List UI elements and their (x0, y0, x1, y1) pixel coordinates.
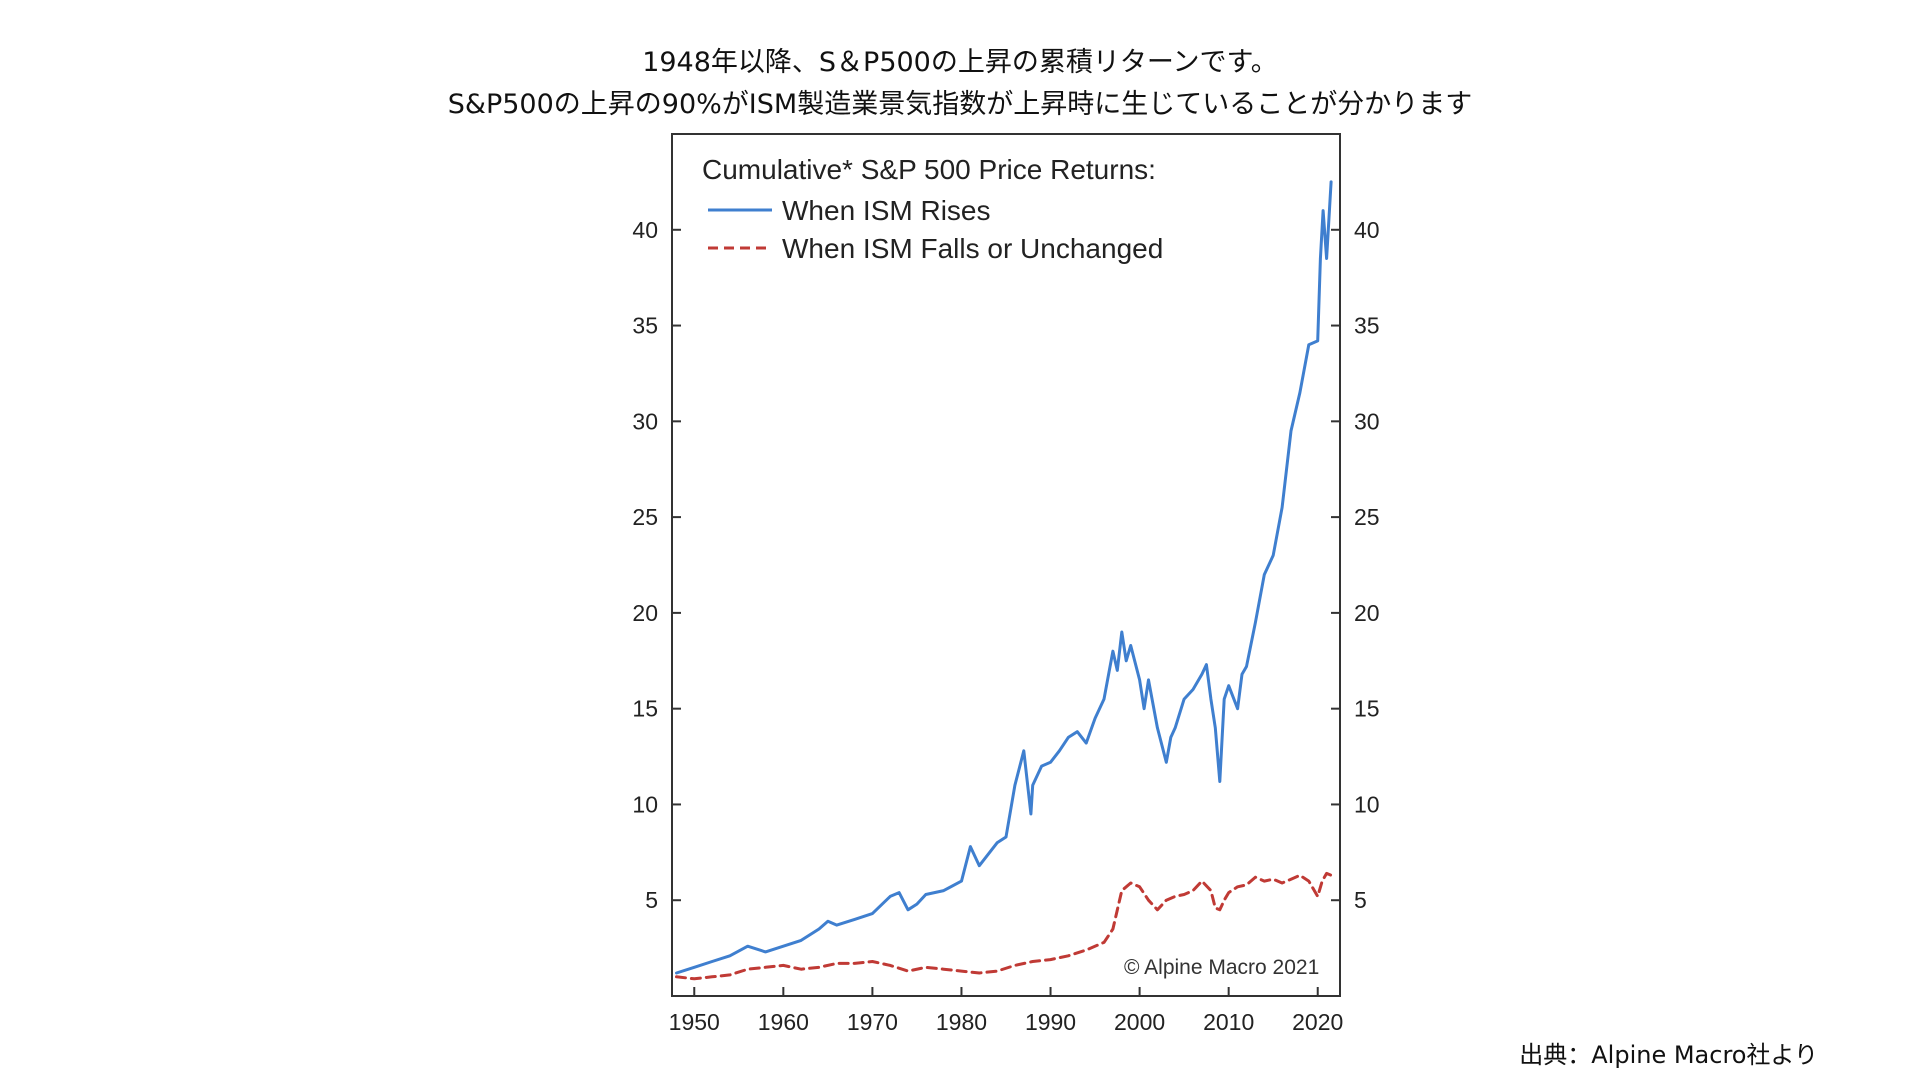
series-line-ism-rises (675, 180, 1333, 975)
y-tick-label-left: 10 (632, 791, 658, 817)
x-tick-label: 2010 (1203, 1009, 1254, 1035)
x-tick-label: 2020 (1292, 1009, 1343, 1035)
y-tick-label-right: 10 (1354, 791, 1380, 817)
y-tick-label-right: 25 (1354, 504, 1380, 530)
y-tick-label-right: 35 (1354, 313, 1380, 339)
y-ticks-right: 5 10 15 20 25 30 35 40 (1331, 217, 1380, 913)
y-tick-label-left: 5 (645, 887, 658, 913)
y-tick-label-right: 40 (1354, 217, 1380, 243)
legend-label-rises: When ISM Rises (782, 195, 991, 226)
chart-title: Cumulative* S&P 500 Price Returns: (702, 154, 1156, 185)
y-tick-label-left: 20 (632, 600, 658, 626)
y-tick-label-right: 5 (1354, 887, 1367, 913)
x-tick-label: 2000 (1114, 1009, 1165, 1035)
copyright-note: © Alpine Macro 2021 (1124, 956, 1319, 979)
x-tick-label: 1970 (847, 1009, 898, 1035)
x-tick-label: 1990 (1025, 1009, 1076, 1035)
x-tick-label: 1950 (669, 1009, 720, 1035)
y-tick-label-left: 25 (632, 504, 658, 530)
y-tick-label-left: 15 (632, 696, 658, 722)
series-line-ism-falls (675, 871, 1333, 981)
x-ticks: 1950 1960 1970 1980 1990 2000 2010 2020 (669, 987, 1343, 1035)
series-group (675, 180, 1333, 981)
x-tick-label: 1960 (758, 1009, 809, 1035)
plot-frame (671, 133, 1341, 997)
x-tick-label: 1980 (936, 1009, 987, 1035)
y-tick-label-left: 35 (632, 313, 658, 339)
y-tick-label-right: 30 (1354, 408, 1380, 434)
legend-label-falls: When ISM Falls or Unchanged (782, 233, 1163, 264)
y-tick-label-right: 15 (1354, 696, 1380, 722)
y-tick-label-left: 30 (632, 408, 658, 434)
y-tick-label-left: 40 (632, 217, 658, 243)
source-note: 出典：Alpine Macro社より (1519, 1041, 1818, 1069)
headline-line-2: S&P500の上昇の90%がISM製造業景気指数が上昇時に生じていることが分かり… (447, 89, 1473, 120)
y-ticks-left: 5 10 15 20 25 30 35 40 (632, 217, 681, 913)
y-tick-label-right: 20 (1354, 600, 1380, 626)
headline-line-1: 1948年以降、S＆P500の上昇の累積リターンです。 (642, 47, 1278, 78)
